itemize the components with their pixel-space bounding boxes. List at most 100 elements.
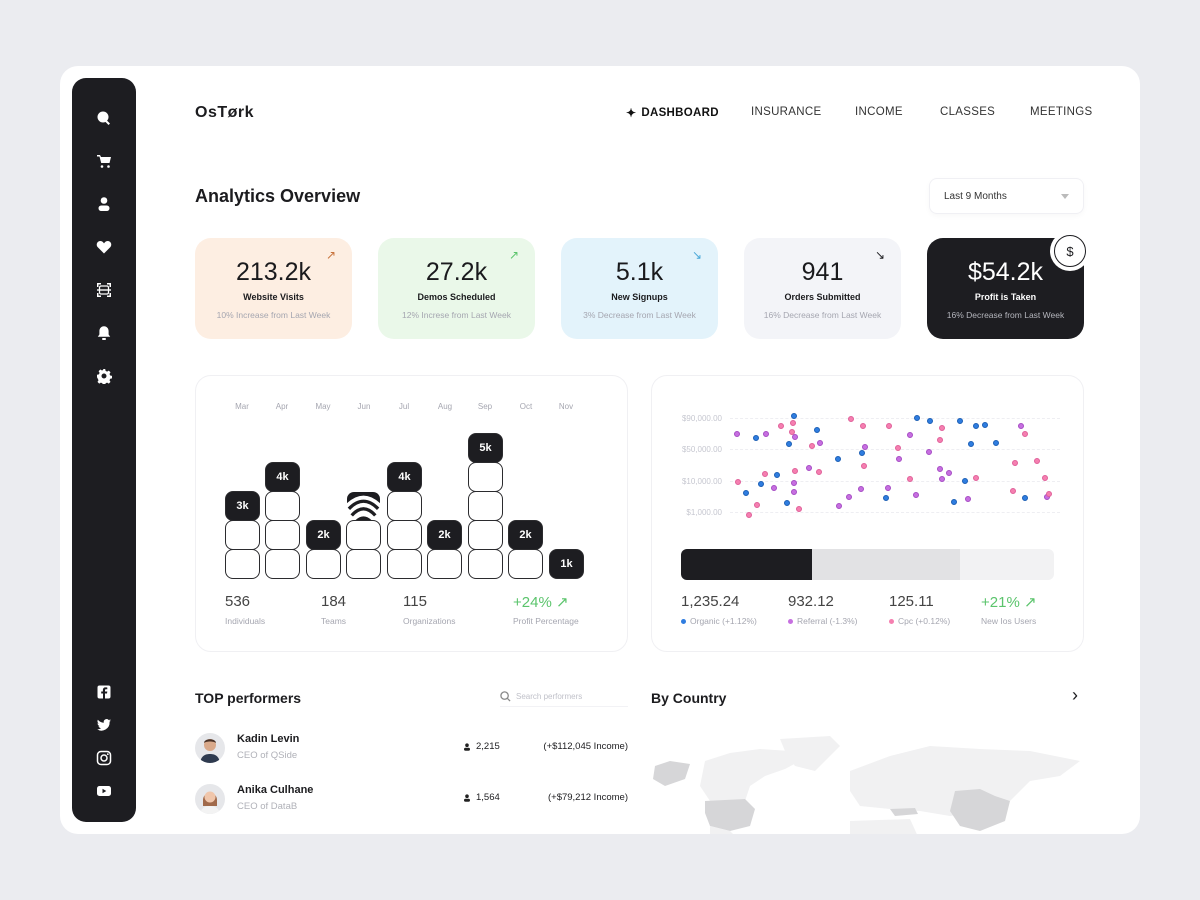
- data-point[interactable]: [754, 502, 760, 508]
- data-point[interactable]: [763, 431, 769, 437]
- data-point[interactable]: [973, 475, 979, 481]
- kpi-card-website-visits[interactable]: ↗ 213.2k Website Visits 10% Increase fro…: [195, 238, 352, 339]
- bar-label-mar[interactable]: 3k: [225, 491, 260, 521]
- data-point[interactable]: [778, 423, 784, 429]
- bar-segment-cpc[interactable]: [960, 549, 1054, 580]
- data-point[interactable]: [784, 500, 790, 506]
- data-point[interactable]: [792, 468, 798, 474]
- app-logo[interactable]: OsTørk: [195, 104, 255, 121]
- data-point[interactable]: [771, 485, 777, 491]
- data-point[interactable]: [946, 470, 952, 476]
- data-point[interactable]: [1018, 423, 1024, 429]
- data-point[interactable]: [1022, 495, 1028, 501]
- data-point[interactable]: [907, 476, 913, 482]
- data-point[interactable]: [862, 444, 868, 450]
- bar-label-aug[interactable]: 2k: [427, 520, 462, 550]
- data-point[interactable]: [962, 478, 968, 484]
- data-point[interactable]: [846, 494, 852, 500]
- data-point[interactable]: [895, 445, 901, 451]
- data-point[interactable]: [791, 480, 797, 486]
- data-point[interactable]: [814, 427, 820, 433]
- data-point[interactable]: [914, 415, 920, 421]
- data-point[interactable]: [758, 481, 764, 487]
- data-point[interactable]: [860, 423, 866, 429]
- kpi-card-demos-scheduled[interactable]: ↗ 27.2k Demos Scheduled 12% Increse from…: [378, 238, 535, 339]
- data-point[interactable]: [913, 492, 919, 498]
- bar-label-jul[interactable]: 4k: [387, 462, 422, 492]
- search-performers-input[interactable]: Search performers: [500, 686, 628, 707]
- world-map[interactable]: [650, 731, 1085, 834]
- bell-icon[interactable]: [94, 323, 114, 343]
- data-point[interactable]: [809, 443, 815, 449]
- data-point[interactable]: [746, 512, 752, 518]
- data-point[interactable]: [816, 469, 822, 475]
- data-point[interactable]: [817, 440, 823, 446]
- data-point[interactable]: [937, 437, 943, 443]
- bar-label-oct[interactable]: 2k: [508, 520, 543, 550]
- data-point[interactable]: [792, 434, 798, 440]
- nav-income[interactable]: INCOME: [855, 106, 903, 118]
- data-point[interactable]: [762, 471, 768, 477]
- kpi-card-new-signups[interactable]: ↘ 5.1k New Signups 3% Decrease from Last…: [561, 238, 718, 339]
- dollar-icon[interactable]: $: [1054, 235, 1086, 267]
- data-point[interactable]: [957, 418, 963, 424]
- kpi-card-orders-submitted[interactable]: ↘ 941 Orders Submitted 16% Decrease from…: [744, 238, 901, 339]
- data-point[interactable]: [796, 506, 802, 512]
- data-point[interactable]: [926, 449, 932, 455]
- data-point[interactable]: [791, 413, 797, 419]
- facebook-icon[interactable]: [94, 682, 114, 702]
- data-point[interactable]: [774, 472, 780, 478]
- data-point[interactable]: [896, 456, 902, 462]
- bar-label-may[interactable]: 2k: [306, 520, 341, 550]
- data-point[interactable]: [835, 456, 841, 462]
- data-point[interactable]: [848, 416, 854, 422]
- bar-label-nov[interactable]: 1k: [549, 549, 584, 579]
- data-point[interactable]: [806, 465, 812, 471]
- data-point[interactable]: [753, 435, 759, 441]
- search-icon[interactable]: [94, 108, 114, 128]
- data-point[interactable]: [786, 441, 792, 447]
- data-point[interactable]: [951, 499, 957, 505]
- bar-segment-referral[interactable]: [812, 549, 960, 580]
- data-point[interactable]: [1046, 491, 1052, 497]
- bar-label-apr[interactable]: 4k: [265, 462, 300, 492]
- data-point[interactable]: [791, 489, 797, 495]
- chevron-right-icon[interactable]: ›: [1072, 685, 1078, 705]
- data-point[interactable]: [982, 422, 988, 428]
- twitter-icon[interactable]: [94, 715, 114, 735]
- nav-insurance[interactable]: INSURANCE: [751, 106, 822, 118]
- data-point[interactable]: [859, 450, 865, 456]
- gear-icon[interactable]: [94, 366, 114, 386]
- data-point[interactable]: [927, 418, 933, 424]
- user-icon[interactable]: [94, 194, 114, 214]
- instagram-icon[interactable]: [94, 748, 114, 768]
- data-point[interactable]: [973, 423, 979, 429]
- data-point[interactable]: [1010, 488, 1016, 494]
- data-point[interactable]: [886, 423, 892, 429]
- bar-segment-organic[interactable]: [681, 549, 812, 580]
- data-point[interactable]: [861, 463, 867, 469]
- data-point[interactable]: [907, 432, 913, 438]
- performer-row[interactable]: Kadin Levin CEO of QSide 2,215 (+$112,04…: [195, 733, 628, 773]
- data-point[interactable]: [885, 485, 891, 491]
- heart-icon[interactable]: [94, 237, 114, 257]
- data-point[interactable]: [743, 490, 749, 496]
- data-point[interactable]: [858, 486, 864, 492]
- performer-row[interactable]: Anika Culhane CEO of DataB 1,564 (+$79,2…: [195, 784, 628, 824]
- nav-meetings[interactable]: MEETINGS: [1030, 106, 1093, 118]
- youtube-icon[interactable]: [94, 781, 114, 801]
- data-point[interactable]: [735, 479, 741, 485]
- data-point[interactable]: [1042, 475, 1048, 481]
- period-dropdown[interactable]: Last 9 Months: [929, 178, 1084, 214]
- data-point[interactable]: [836, 503, 842, 509]
- data-point[interactable]: [1012, 460, 1018, 466]
- data-point[interactable]: [968, 441, 974, 447]
- data-point[interactable]: [993, 440, 999, 446]
- data-point[interactable]: [790, 420, 796, 426]
- data-point[interactable]: [939, 425, 945, 431]
- data-point[interactable]: [1034, 458, 1040, 464]
- data-point[interactable]: [937, 466, 943, 472]
- data-point[interactable]: [1022, 431, 1028, 437]
- bar-label-sep[interactable]: 5k: [468, 433, 503, 463]
- cart-icon[interactable]: [94, 151, 114, 171]
